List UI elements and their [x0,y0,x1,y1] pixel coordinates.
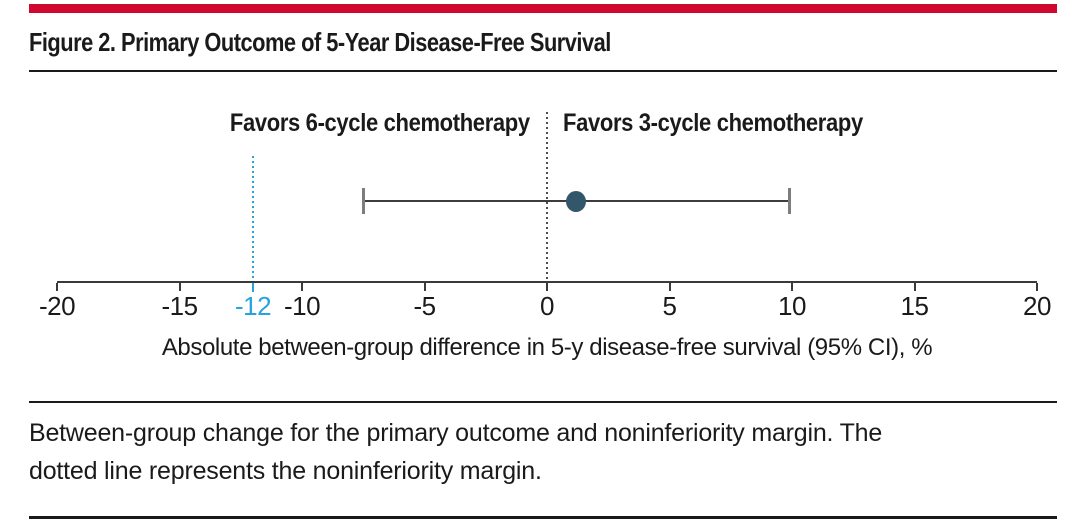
x-tick [791,283,793,291]
x-tick-label: 15 [900,291,929,321]
figure-caption: Between-group change for the primary out… [29,419,883,485]
forest-plot-area: -20 -15 -10 -5 0 5 10 15 20 -12 [39,0,1051,330]
x-axis-label: Absolute between-group difference in 5-y… [161,334,933,361]
caption-divider [29,401,1057,403]
x-tick-label: 20 [1023,291,1051,321]
x-tick-label: -15 [161,291,198,321]
x-tick [56,283,58,291]
bottom-divider [29,516,1057,519]
favors-left-label: Favors 6-cycle chemotherapy [230,109,530,137]
point-estimate-marker [566,191,587,212]
noninferiority-margin-tick [252,283,254,292]
x-tick-label: -10 [283,291,321,321]
x-tick [546,283,548,291]
x-tick-label: 10 [778,291,806,321]
title-divider [29,70,1057,72]
x-tick-label: -20 [38,291,76,321]
x-axis-line [57,281,1037,283]
x-tick-label: 0 [540,291,554,321]
favors-right-label: Favors 3-cycle chemotherapy [563,109,863,137]
masthead-red-bar [29,4,1057,13]
x-tick [301,283,303,291]
x-tick-label: -5 [413,291,436,321]
x-tick [178,283,181,291]
x-tick-label: 5 [662,291,677,321]
figure-title: Figure 2. Primary Outcome of 5-Year Dise… [29,27,611,57]
x-tick [913,283,916,291]
x-tick [1036,283,1038,291]
ci-cap-right [787,188,791,214]
zero-reference-line [546,112,548,281]
ci-cap-left [362,188,366,214]
noninferiority-margin-line [252,156,254,281]
x-tick [423,283,426,291]
noninferiority-margin-tick-label: -12 [234,291,272,321]
x-tick [668,283,671,291]
